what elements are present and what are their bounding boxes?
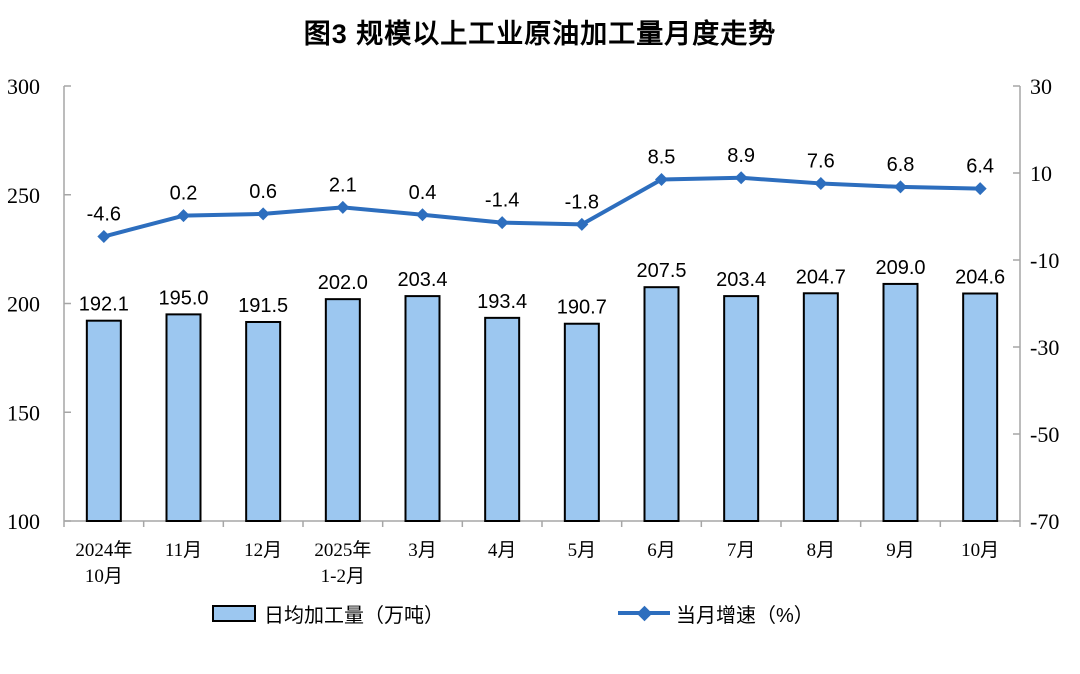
x-axis-label: 4月 bbox=[488, 540, 517, 561]
growth-point bbox=[814, 176, 828, 190]
growth-value-label: -1.4 bbox=[485, 190, 519, 212]
right-axis-tick-label: -10 bbox=[1030, 248, 1059, 273]
legend-label-bar: 日均加工量（万吨） bbox=[264, 604, 444, 627]
line-swatch-icon bbox=[618, 605, 670, 621]
left-axis-tick-label: 100 bbox=[7, 509, 40, 534]
x-axis-label: 2025年 bbox=[314, 539, 371, 561]
bar bbox=[563, 322, 600, 523]
right-axis-tick-label: 10 bbox=[1030, 161, 1052, 186]
left-axis-tick-label: 200 bbox=[7, 292, 40, 317]
growth-point bbox=[734, 171, 748, 185]
growth-point bbox=[256, 207, 270, 221]
growth-value-label: 8.9 bbox=[727, 145, 755, 167]
growth-point bbox=[655, 173, 668, 187]
growth-point bbox=[973, 182, 987, 196]
bar-value-label: 191.5 bbox=[238, 295, 288, 317]
x-axis-label: 6月 bbox=[647, 540, 676, 561]
left-axis-tick-label: 300 bbox=[7, 74, 40, 99]
growth-value-label: 0.6 bbox=[249, 181, 277, 203]
bar-value-label: 207.5 bbox=[636, 260, 686, 282]
growth-value-label: -4.6 bbox=[87, 204, 121, 226]
x-axis-label: 10月 bbox=[961, 540, 999, 561]
bar-value-label: 190.7 bbox=[557, 297, 607, 319]
chart-title: 图3 规模以上工业原油加工量月度走势 bbox=[303, 19, 777, 49]
x-axis-label: 1-2月 bbox=[321, 566, 365, 587]
growth-point bbox=[336, 200, 350, 214]
growth-value-label: 0.4 bbox=[409, 182, 437, 204]
growth-point bbox=[575, 217, 589, 231]
x-axis-label: 5月 bbox=[568, 540, 597, 561]
growth-point bbox=[97, 230, 111, 244]
growth-value-label: -1.8 bbox=[565, 191, 599, 213]
bar bbox=[723, 295, 760, 523]
growth-value-label: 0.2 bbox=[170, 183, 198, 205]
right-axis-tick-label: -70 bbox=[1030, 509, 1059, 534]
x-axis-label: 12月 bbox=[244, 540, 282, 561]
bar bbox=[165, 313, 202, 522]
right-axis-tick-label: -30 bbox=[1030, 335, 1059, 360]
bar-value-label: 203.4 bbox=[716, 269, 766, 291]
bar-value-label: 203.4 bbox=[397, 269, 447, 291]
bar-value-label: 192.1 bbox=[79, 294, 129, 316]
x-axis-label: 3月 bbox=[408, 540, 437, 561]
bar bbox=[245, 320, 282, 522]
left-axis-tick-label: 250 bbox=[7, 183, 40, 208]
growth-point bbox=[894, 180, 907, 194]
growth-point bbox=[495, 216, 509, 230]
bar bbox=[484, 316, 521, 523]
bar-value-label: 209.0 bbox=[875, 257, 925, 279]
diamond-marker-icon bbox=[636, 605, 653, 621]
bar-swatch-icon bbox=[212, 604, 256, 622]
right-axis-tick-label: -50 bbox=[1030, 422, 1059, 447]
x-axis-label: 10月 bbox=[85, 566, 123, 587]
right-axis-tick-label: 30 bbox=[1030, 74, 1052, 99]
growth-value-label: 7.6 bbox=[807, 150, 835, 172]
growth-value-label: 8.5 bbox=[648, 147, 676, 169]
growth-line bbox=[103, 175, 981, 239]
bar bbox=[85, 319, 122, 522]
legend-item-line: 当月增速（%） bbox=[618, 601, 814, 627]
bar-value-label: 204.7 bbox=[796, 266, 846, 288]
legend-label-line: 当月增速（%） bbox=[676, 604, 814, 627]
bar bbox=[404, 295, 441, 523]
growth-value-label: 6.8 bbox=[887, 154, 915, 176]
bar bbox=[962, 292, 999, 522]
x-axis-label: 2024年 bbox=[75, 539, 132, 561]
bar-value-label: 204.6 bbox=[955, 266, 1005, 288]
growth-point bbox=[416, 208, 429, 222]
x-axis-label: 8月 bbox=[807, 540, 836, 561]
growth-point bbox=[177, 209, 190, 223]
bar bbox=[324, 298, 361, 522]
bar-value-label: 202.0 bbox=[318, 272, 368, 294]
bar bbox=[802, 292, 839, 522]
bar bbox=[643, 286, 680, 522]
bar-value-label: 193.4 bbox=[477, 291, 527, 313]
x-axis-label: 11月 bbox=[165, 540, 202, 561]
bar bbox=[882, 282, 919, 522]
left-axis-tick-label: 150 bbox=[7, 400, 40, 425]
legend-item-bar: 日均加工量（万吨） bbox=[212, 601, 444, 627]
growth-value-label: 6.4 bbox=[966, 156, 994, 178]
x-axis-label: 9月 bbox=[886, 540, 915, 561]
growth-value-label: 2.1 bbox=[329, 174, 357, 196]
bar-value-label: 195.0 bbox=[158, 287, 208, 309]
x-axis-label: 7月 bbox=[727, 540, 756, 561]
